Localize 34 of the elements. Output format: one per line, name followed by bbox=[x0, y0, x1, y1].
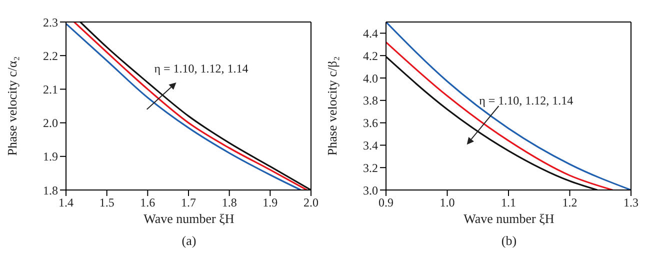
y-tick-label: 2.2 bbox=[43, 48, 58, 63]
y-tick-label: 3.8 bbox=[363, 94, 378, 108]
y-tick-label: 2.3 bbox=[43, 15, 58, 30]
y-tick-label: 2.1 bbox=[43, 82, 58, 96]
x-axis-title: Wave number ξH bbox=[462, 211, 556, 227]
y-tick-label: 1.8 bbox=[43, 183, 58, 198]
x-tick-label: 1.7 bbox=[181, 196, 196, 210]
x-tick-label: 2.0 bbox=[304, 196, 318, 210]
y-tick-label: 4.2 bbox=[363, 48, 378, 63]
annotation: η = 1.10, 1.12, 1.14 bbox=[154, 61, 248, 76]
annotation: η = 1.10, 1.12, 1.14 bbox=[479, 93, 574, 108]
x-axis-title: Wave number ξH bbox=[142, 211, 236, 227]
x-tick-label: 1.3 bbox=[624, 196, 638, 210]
x-tick-label: 1.2 bbox=[562, 196, 578, 210]
y-tick-label: 1.9 bbox=[43, 150, 58, 164]
y-tick-label: 3.4 bbox=[363, 138, 378, 152]
y-tick-label: 4.0 bbox=[363, 71, 378, 86]
x-tick-label: 1.4 bbox=[58, 196, 74, 210]
x-tick-label: 1.0 bbox=[440, 196, 455, 210]
y-tick-label: 4.4 bbox=[363, 26, 378, 40]
x-tick-label: 1.8 bbox=[222, 196, 237, 210]
y-tick-label: 3.0 bbox=[363, 183, 378, 198]
text: (a) bbox=[180, 233, 198, 249]
x-tick-label: 1.9 bbox=[262, 196, 278, 210]
text: (b) bbox=[500, 233, 518, 249]
x-tick-label: 1.5 bbox=[99, 196, 114, 210]
y-tick-label: 3.2 bbox=[363, 160, 378, 175]
x-tick-label: 1.6 bbox=[140, 196, 156, 210]
x-tick-label: 0.9 bbox=[378, 196, 394, 210]
y-tick-label: 2.0 bbox=[43, 116, 58, 130]
line-series bbox=[386, 41, 614, 190]
x-tick-label: 1.1 bbox=[501, 196, 516, 210]
line-series bbox=[386, 56, 598, 190]
y-tick-label: 3.6 bbox=[363, 116, 378, 130]
